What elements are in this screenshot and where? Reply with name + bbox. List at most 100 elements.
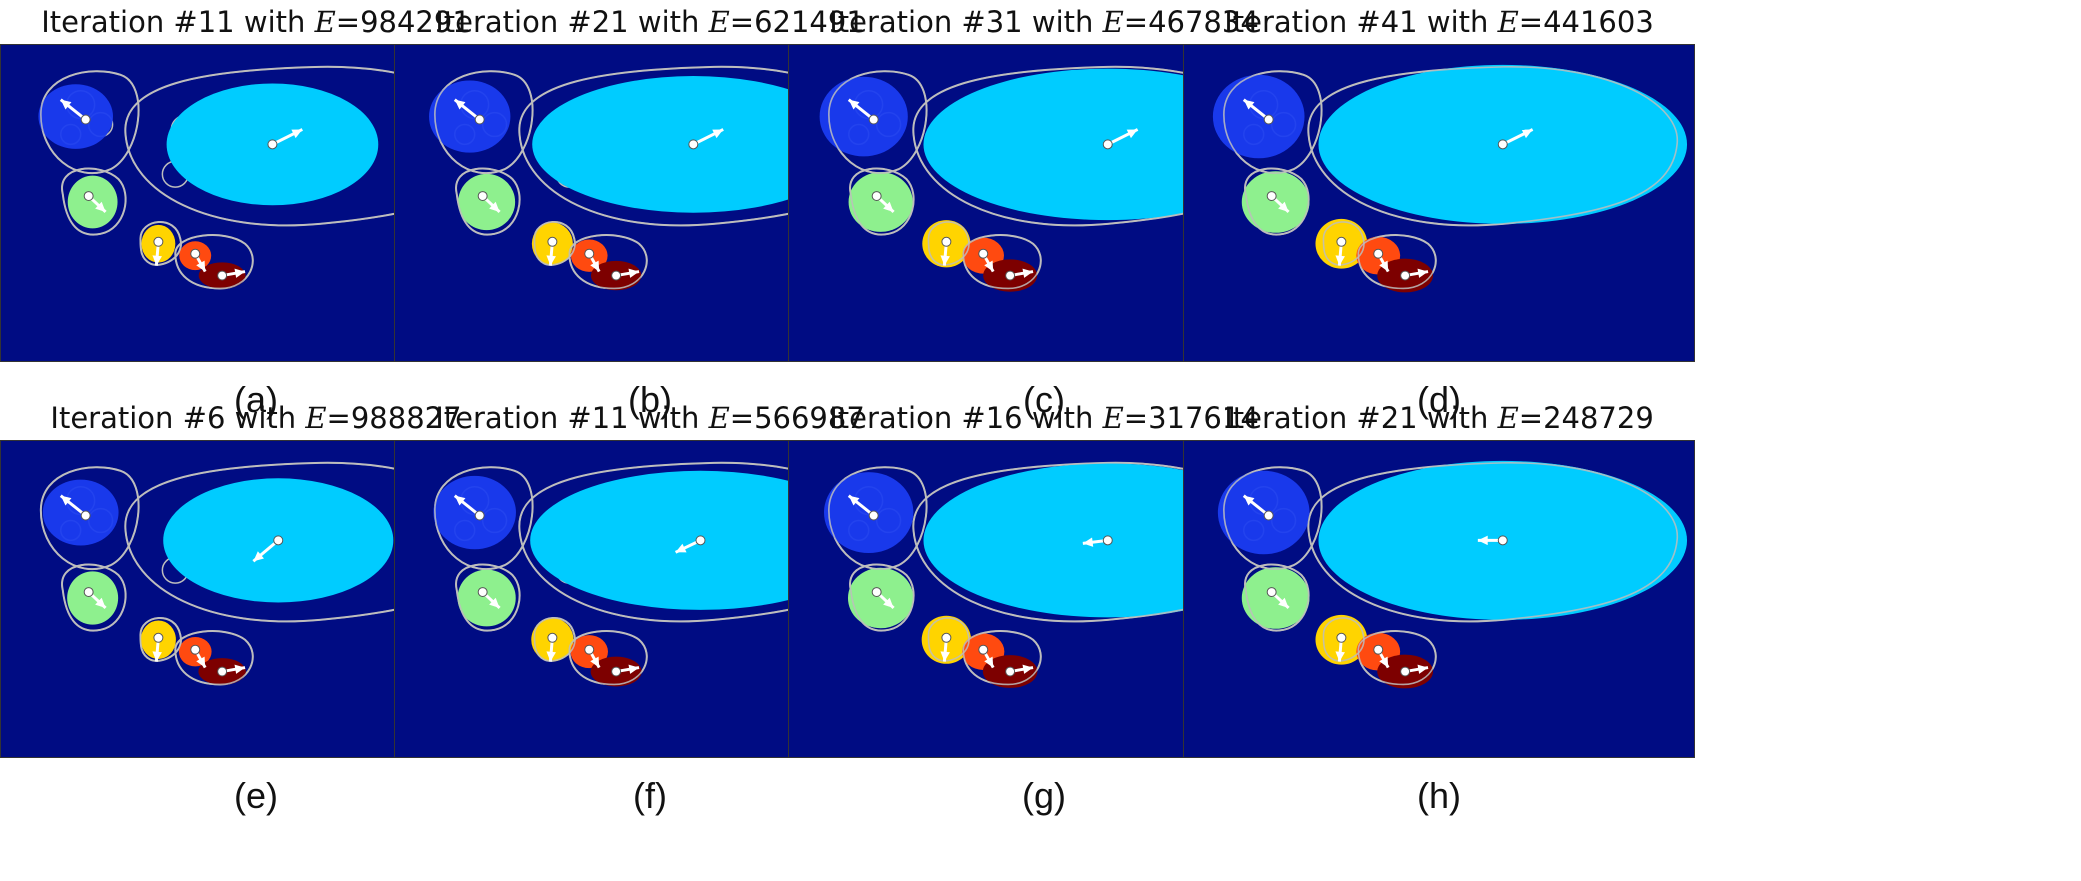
title-iteration: Iteration #6 with	[50, 401, 306, 435]
title-energy-symbol: E	[708, 5, 730, 39]
panel-title: Iteration #6 with E=988827	[0, 396, 512, 440]
outline-yellow-cell-overlay	[533, 221, 576, 266]
outline-red-cell-overlay	[174, 630, 254, 686]
title-energy-value: =467834	[1123, 5, 1259, 39]
panel-title: Iteration #41 with E=441603	[1183, 0, 1695, 44]
outline-yellow-cell-overlay	[927, 221, 970, 266]
region-green	[458, 173, 516, 231]
title-energy-symbol: E	[1497, 401, 1519, 435]
arrow-blue	[1242, 98, 1274, 125]
panel-title: Iteration #11 with E=984291	[0, 0, 512, 44]
panel-title: Iteration #21 with E=248729	[1183, 396, 1695, 440]
title-energy-value: =441603	[1518, 5, 1654, 39]
outline-left-cell-overlay	[434, 466, 534, 570]
arrow-cyan	[1082, 535, 1113, 547]
outline-red-cell-overlay	[962, 234, 1042, 290]
region-green	[847, 567, 914, 629]
title-iteration: Iteration #41 with	[1224, 5, 1498, 39]
arrow-blue	[453, 98, 485, 125]
arrow-blue	[847, 98, 879, 125]
outline-large-cell-overlay	[1307, 66, 1678, 227]
arrow-darkred	[1400, 268, 1429, 281]
outline-green-cell-overlay	[849, 563, 915, 632]
title-iteration: Iteration #16 with	[829, 401, 1103, 435]
region-green	[67, 175, 118, 229]
panel-title: Iteration #16 with E=317614	[788, 396, 1300, 440]
panel-caption: (b)	[628, 379, 672, 420]
arrow-orange	[1373, 248, 1390, 273]
outline-red-cell-overlay	[568, 234, 648, 290]
title-energy-value: =621491	[729, 5, 865, 39]
outline-green-cell-overlay	[1244, 167, 1310, 236]
panel-caption: (g)	[1022, 775, 1066, 816]
outline-yellow-cell-overlay	[139, 617, 182, 662]
arrow-darkred	[1400, 664, 1429, 677]
title-iteration: Iteration #21 with	[435, 5, 709, 39]
panel-title: Iteration #31 with E=467834	[788, 0, 1300, 44]
title-energy-value: =566987	[729, 401, 865, 435]
region-green	[67, 571, 119, 625]
outline-yellow-cell-overlay	[927, 617, 970, 662]
title-energy-symbol: E	[1102, 5, 1124, 39]
segmentation-plot	[1183, 440, 1695, 758]
panel-caption: (a)	[234, 379, 278, 420]
outline-left-cell-overlay	[828, 70, 928, 174]
arrow-green	[871, 587, 895, 610]
outline-red-cell-overlay	[1357, 234, 1437, 290]
outline-green-cell-overlay	[455, 167, 521, 236]
region-blue	[38, 84, 114, 149]
title-energy-value: =317614	[1123, 401, 1259, 435]
title-energy-symbol: E	[305, 401, 327, 435]
arrow-orange	[584, 644, 601, 669]
outline-green-cell-overlay	[61, 563, 127, 632]
arrow-blue	[59, 494, 91, 521]
region-blue	[1212, 74, 1305, 159]
panel-caption: (h)	[1417, 775, 1461, 816]
outline-green-cell-overlay	[1244, 563, 1310, 632]
arrow-darkred	[217, 664, 246, 677]
arrow-cyan	[1102, 128, 1139, 150]
title-iteration: Iteration #11 with	[41, 5, 315, 39]
outline-left-cell-overlay	[1223, 466, 1323, 570]
outline-red-cell-overlay	[962, 630, 1042, 686]
segmentation-image	[1217, 460, 1688, 689]
outline-red-cell-overlay	[1357, 630, 1437, 686]
arrow-yellow	[546, 236, 558, 266]
region-blue	[819, 76, 908, 157]
arrow-cyan	[252, 535, 284, 563]
outline-yellow-cell-overlay	[533, 617, 576, 662]
outline-large-cell-overlay	[1307, 462, 1678, 623]
arrow-cyan	[1497, 128, 1534, 150]
arrow-blue	[847, 494, 879, 521]
arrow-green	[477, 587, 501, 610]
arrow-darkred	[217, 268, 246, 281]
region-green	[457, 569, 516, 627]
segmentation-plot	[1183, 44, 1695, 362]
arrow-yellow	[1335, 632, 1347, 662]
outline-left-cell-overlay	[434, 70, 534, 174]
panel-title: Iteration #21 with E=621491	[394, 0, 906, 44]
arrow-yellow	[940, 632, 952, 662]
panel-caption: (e)	[234, 775, 278, 816]
arrow-darkred	[611, 268, 640, 281]
arrow-cyan	[267, 128, 303, 150]
region-blue	[428, 80, 511, 153]
arrow-darkred	[1005, 664, 1034, 677]
outline-green-cell-overlay	[455, 563, 521, 632]
outline-yellow-cell-overlay	[139, 221, 182, 266]
arrow-orange	[190, 248, 207, 273]
arrow-green	[871, 191, 895, 214]
segmentation-plot	[394, 44, 906, 362]
arrow-cyan	[1477, 535, 1508, 546]
arrow-orange	[190, 644, 207, 669]
outline-red-cell-overlay	[568, 630, 648, 686]
arrow-yellow	[152, 632, 164, 662]
outline-left-cell-overlay	[40, 70, 140, 174]
panel-caption: (d)	[1417, 379, 1461, 420]
panel-caption: (c)	[1023, 379, 1065, 420]
arrow-orange	[1373, 644, 1390, 669]
panel-caption: (f)	[633, 775, 667, 816]
arrow-blue	[1242, 494, 1274, 521]
title-iteration: Iteration #21 with	[1224, 401, 1498, 435]
segmentation-image	[428, 65, 890, 291]
